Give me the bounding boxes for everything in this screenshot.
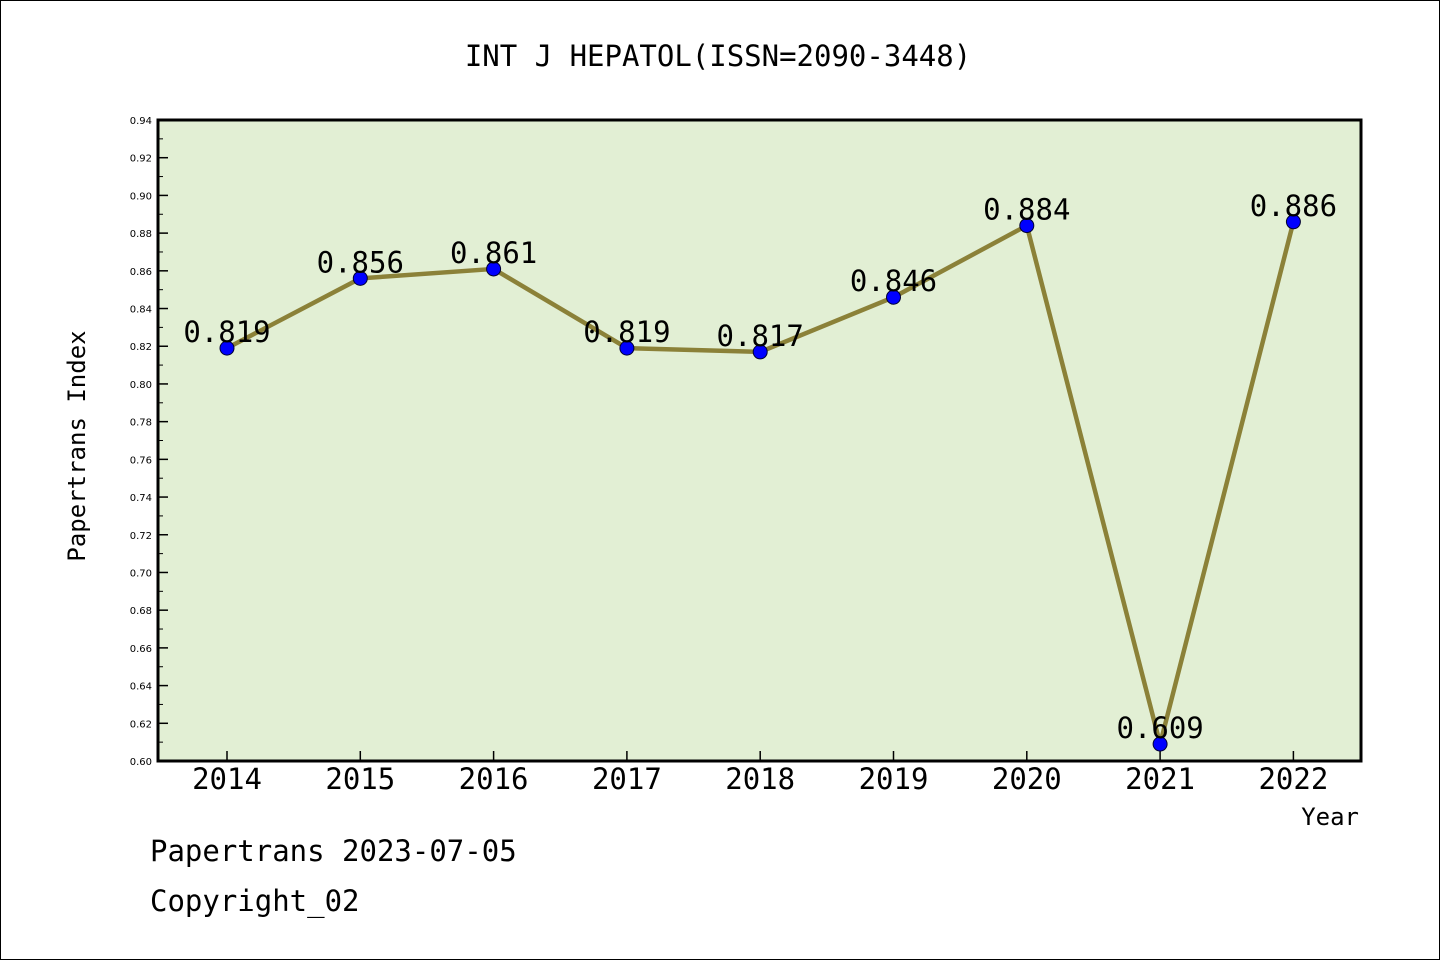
data-label: 0.817 [717, 319, 804, 353]
x-axis-ticks: 2014 2015 2016 2017 2018 2019 2020 2021 2022 [192, 751, 1328, 796]
data-point [1285, 214, 1301, 230]
y-tick-label: 0.74 [130, 493, 152, 504]
data-label: 0.819 [183, 315, 270, 349]
x-tick-label: 2014 [192, 762, 262, 796]
footer-copyright: Copyright_02 [150, 884, 360, 918]
data-label: 0.886 [1250, 189, 1337, 223]
y-tick-label: 0.82 [130, 342, 152, 353]
x-tick-label: 2015 [325, 762, 395, 796]
series-index [219, 214, 1301, 752]
y-tick-label: 0.70 [130, 568, 152, 579]
data-label: 0.846 [850, 264, 937, 298]
data-point [219, 340, 235, 356]
y-tick-label: 0.68 [130, 606, 152, 617]
y-tick-label: 0.80 [130, 380, 152, 391]
y-tick-label: 0.62 [130, 719, 152, 730]
data-point [1152, 736, 1168, 752]
x-tick-label: 2019 [859, 762, 929, 796]
y-axis-title: Papertrans Index [63, 330, 91, 561]
y-tick-label: 0.78 [130, 418, 152, 429]
x-tick-label: 2016 [459, 762, 529, 796]
data-label: 0.861 [450, 236, 537, 270]
y-tick-label: 0.66 [130, 644, 152, 655]
data-label: 0.856 [317, 245, 404, 279]
x-axis-title: Year [1301, 803, 1359, 831]
data-label: 0.609 [1116, 711, 1203, 745]
x-tick-label: 2021 [1125, 762, 1195, 796]
data-label: 0.884 [983, 193, 1070, 227]
y-tick-label: 0.94 [130, 116, 152, 127]
data-label: 0.819 [583, 315, 670, 349]
x-tick-label: 2020 [992, 762, 1062, 796]
y-tick-label: 0.64 [130, 682, 152, 693]
x-tick-label: 2017 [592, 762, 662, 796]
x-tick-label: 2022 [1258, 762, 1328, 796]
data-point [352, 270, 368, 286]
data-point [486, 261, 502, 277]
data-point [619, 340, 635, 356]
data-point [752, 344, 768, 360]
data-labels: 0.819 0.856 0.861 0.819 0.817 0.846 0.884 0.609… [183, 189, 1337, 745]
y-tick-label: 0.60 [130, 757, 152, 768]
y-tick-label: 0.92 [130, 154, 152, 165]
footer-date: Papertrans 2023-07-05 [150, 834, 517, 868]
y-axis-ticks: 0.60 0.62 0.64 0.66 0.68 0.70 0.72 0.74 0.76 0.78… [130, 116, 168, 768]
y-tick-label: 0.90 [130, 191, 152, 202]
y-tick-label: 0.88 [130, 229, 152, 240]
y-tick-label: 0.84 [130, 305, 152, 316]
chart-title: INT J HEPATOL(ISSN=2090-3448) [465, 39, 971, 73]
y-tick-label: 0.72 [130, 531, 152, 542]
x-tick-label: 2018 [725, 762, 795, 796]
y-tick-label: 0.76 [130, 455, 152, 466]
y-tick-label: 0.86 [130, 267, 152, 278]
plot-area [156, 118, 1363, 763]
data-point [1019, 218, 1035, 234]
data-point [886, 289, 901, 305]
